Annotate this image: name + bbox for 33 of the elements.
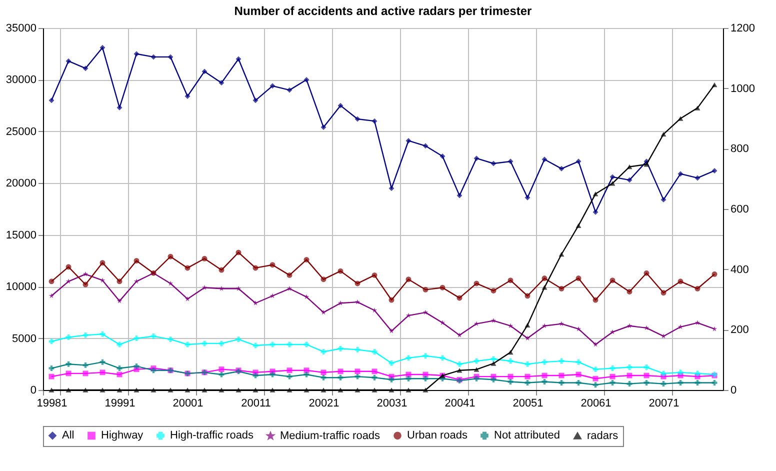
x-tick-label: 20061 (580, 398, 612, 410)
y-tick-label: 30000 (6, 74, 36, 86)
y-tick-label: 35000 (6, 22, 36, 34)
x-tick-label: 19981 (36, 398, 68, 410)
legend-label: High-traffic roads (170, 430, 254, 442)
x-tick-label: 19991 (104, 398, 136, 410)
y-tick-label: 5000 (12, 332, 36, 345)
y2-tick-label: 1200 (730, 22, 755, 34)
x-tick-label: 20001 (172, 398, 204, 410)
y2-tick-label: 800 (730, 143, 749, 156)
y-tick-label: 15000 (6, 229, 36, 242)
x-tick-label: 20041 (444, 398, 476, 410)
x-tick-label: 20031 (376, 398, 408, 410)
legend-label: Not attributed (494, 430, 560, 442)
legend-label: All (62, 430, 74, 442)
legend-label: radars (587, 430, 619, 442)
legend-label: Urban roads (407, 430, 468, 442)
y2-tick-label: 1000 (730, 82, 755, 95)
y-tick-label: 25000 (6, 126, 36, 138)
y2-tick-label: 200 (730, 324, 749, 336)
legend-label: Highway (101, 430, 144, 442)
y-tick-label: 20000 (6, 178, 36, 190)
y-tick-label: 10000 (6, 281, 36, 294)
x-tick-label: 20051 (512, 398, 544, 410)
chart-title: Number of accidents and active radars per trimester (234, 4, 532, 18)
y-tick-label: 0 (30, 384, 36, 396)
y2-tick-label: 600 (730, 204, 749, 216)
x-tick-label: 20071 (648, 398, 680, 410)
x-tick-label: 20011 (241, 398, 271, 410)
y2-tick-label: 0 (730, 384, 737, 396)
x-tick-label: 20021 (308, 398, 340, 410)
y2-tick-label: 400 (730, 264, 749, 276)
legend-label: Medium-traffic roads (280, 430, 381, 442)
